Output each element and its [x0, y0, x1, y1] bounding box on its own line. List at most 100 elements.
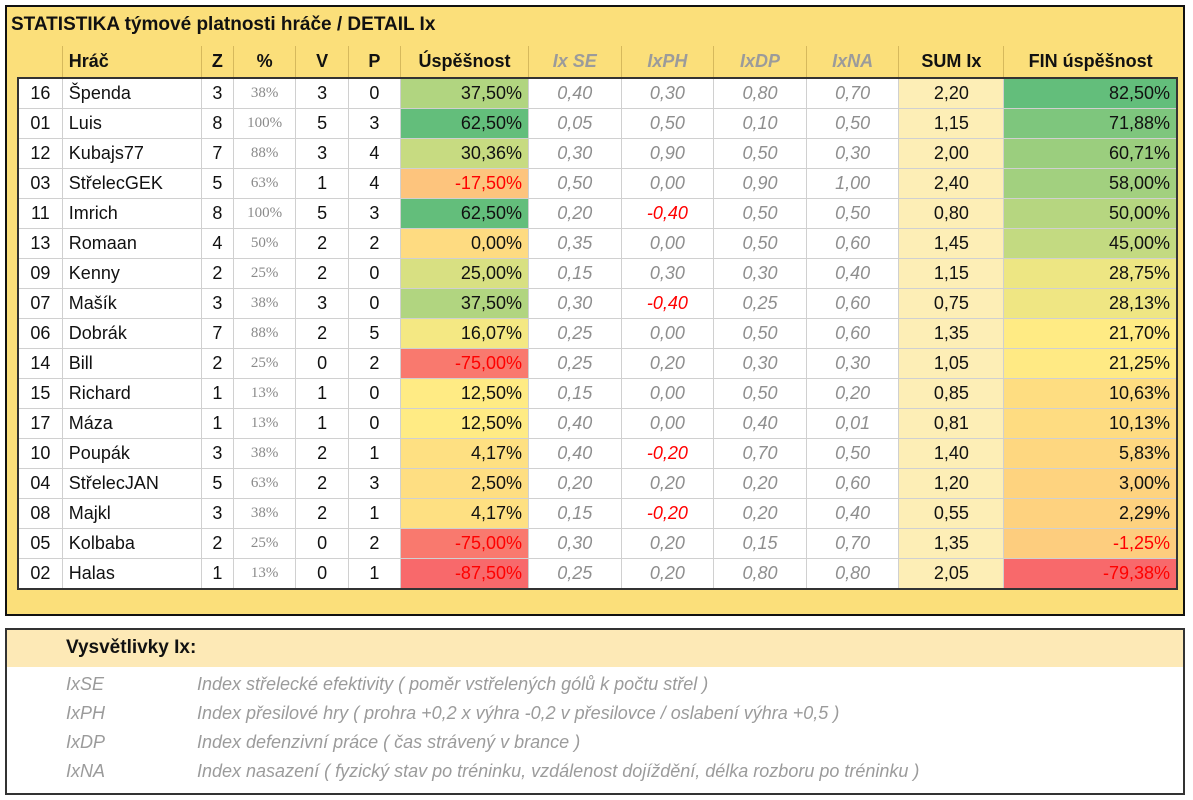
cell-player[interactable]: Majkl	[61, 498, 202, 529]
cell-success[interactable]: 4,17%	[400, 498, 529, 529]
cell-fin-success[interactable]: 21,70%	[1003, 318, 1178, 349]
table-row[interactable]: 15 Richard 1 13% 1 0 12,50% 0,15 0,00 0,50 0,20 0,8…	[17, 378, 1178, 409]
cell-player[interactable]: Romaan	[61, 228, 202, 259]
cell-ixdp[interactable]: 0,20	[713, 468, 807, 499]
cell-p[interactable]: 2	[347, 528, 402, 559]
cell-ixdp[interactable]: 0,50	[713, 318, 807, 349]
cell-success[interactable]: 25,00%	[400, 258, 529, 289]
cell-z[interactable]: 4	[200, 228, 234, 259]
cell-z[interactable]: 3	[200, 498, 234, 529]
cell-ixna[interactable]: 0,01	[805, 408, 900, 439]
cell-v[interactable]: 0	[295, 348, 349, 379]
cell-sum-ix[interactable]: 1,20	[898, 468, 1005, 499]
cell-player[interactable]: Máza	[61, 408, 202, 439]
cell-fin-success[interactable]: 28,13%	[1003, 288, 1178, 319]
table-row[interactable]: 16 Špenda 3 38% 3 0 37,50% 0,40 0,30 0,80 0,70 2,20…	[17, 77, 1178, 109]
cell-ixna[interactable]: 0,60	[805, 318, 900, 349]
cell-percent[interactable]: 38%	[232, 438, 297, 469]
cell-ixph[interactable]: -0,20	[620, 498, 715, 529]
cell-percent[interactable]: 13%	[232, 408, 297, 439]
cell-ixse[interactable]: 0,30	[527, 528, 622, 559]
cell-ixph[interactable]: 0,00	[620, 408, 715, 439]
cell-fin-success[interactable]: 2,29%	[1003, 498, 1178, 529]
cell-ixph[interactable]: 0,50	[620, 108, 715, 139]
cell-ixph[interactable]: 0,00	[620, 378, 715, 409]
cell-p[interactable]: 0	[347, 378, 402, 409]
cell-fin-success[interactable]: -79,38%	[1003, 558, 1178, 590]
cell-ixph[interactable]: 0,20	[620, 348, 715, 379]
cell-ixse[interactable]: 0,30	[527, 288, 622, 319]
cell-fin-success[interactable]: 60,71%	[1003, 138, 1178, 169]
col-header-v[interactable]: V	[295, 46, 349, 78]
col-header-p[interactable]: P	[347, 46, 401, 78]
cell-success[interactable]: 62,50%	[400, 198, 529, 229]
cell-player[interactable]: Kenny	[61, 258, 202, 289]
col-header-ixna[interactable]: IxNA	[805, 46, 899, 78]
cell-fin-success[interactable]: 5,83%	[1003, 438, 1178, 469]
cell-player[interactable]: Bill	[61, 348, 202, 379]
cell-ixph[interactable]: 0,20	[620, 558, 715, 590]
cell-v[interactable]: 1	[295, 168, 349, 199]
cell-ixna[interactable]: 0,80	[805, 558, 900, 590]
cell-success[interactable]: 0,00%	[400, 228, 529, 259]
cell-ixse[interactable]: 0,40	[527, 77, 622, 109]
cell-ixse[interactable]: 0,35	[527, 228, 622, 259]
col-header-fin-success[interactable]: FIN úspěšnost	[1003, 46, 1177, 78]
col-header-ixse[interactable]: Ix SE	[527, 46, 622, 78]
cell-p[interactable]: 1	[347, 558, 402, 590]
cell-z[interactable]: 1	[200, 558, 234, 590]
cell-v[interactable]: 5	[295, 108, 349, 139]
cell-z[interactable]: 7	[200, 318, 234, 349]
cell-ixdp[interactable]: 0,15	[713, 528, 807, 559]
cell-v[interactable]: 2	[295, 438, 349, 469]
cell-sum-ix[interactable]: 1,35	[898, 318, 1005, 349]
cell-p[interactable]: 0	[347, 258, 402, 289]
cell-p[interactable]: 0	[347, 408, 402, 439]
cell-z[interactable]: 5	[200, 468, 234, 499]
cell-number[interactable]: 11	[17, 198, 63, 229]
cell-v[interactable]: 1	[295, 408, 349, 439]
cell-v[interactable]: 3	[295, 138, 349, 169]
cell-ixph[interactable]: 0,00	[620, 228, 715, 259]
cell-percent[interactable]: 38%	[232, 498, 297, 529]
cell-ixdp[interactable]: 0,50	[713, 378, 807, 409]
cell-fin-success[interactable]: 71,88%	[1003, 108, 1178, 139]
cell-z[interactable]: 3	[200, 438, 234, 469]
cell-sum-ix[interactable]: 0,75	[898, 288, 1005, 319]
cell-sum-ix[interactable]: 0,55	[898, 498, 1005, 529]
cell-number[interactable]: 14	[17, 348, 63, 379]
cell-ixse[interactable]: 0,25	[527, 318, 622, 349]
cell-sum-ix[interactable]: 1,15	[898, 108, 1005, 139]
cell-ixdp[interactable]: 0,10	[713, 108, 807, 139]
cell-p[interactable]: 4	[347, 168, 402, 199]
cell-sum-ix[interactable]: 1,40	[898, 438, 1005, 469]
cell-success[interactable]: -75,00%	[400, 528, 529, 559]
cell-ixna[interactable]: 1,00	[805, 168, 900, 199]
col-header-success[interactable]: Úspěšnost	[400, 46, 529, 78]
cell-sum-ix[interactable]: 0,81	[898, 408, 1005, 439]
cell-ixph[interactable]: 0,00	[620, 318, 715, 349]
cell-sum-ix[interactable]: 2,05	[898, 558, 1005, 590]
col-header-number[interactable]	[18, 46, 62, 78]
cell-ixna[interactable]: 0,50	[805, 198, 900, 229]
cell-fin-success[interactable]: -1,25%	[1003, 528, 1178, 559]
cell-number[interactable]: 06	[17, 318, 63, 349]
cell-ixph[interactable]: 0,90	[620, 138, 715, 169]
cell-player[interactable]: Mašík	[61, 288, 202, 319]
cell-ixna[interactable]: 0,70	[805, 77, 900, 109]
cell-percent[interactable]: 100%	[232, 108, 297, 139]
table-row[interactable]: 01 Luis 8 100% 5 3 62,50% 0,05 0,50 0,10 0,50 1,15 7…	[17, 108, 1178, 139]
cell-player[interactable]: Kolbaba	[61, 528, 202, 559]
cell-p[interactable]: 3	[347, 198, 402, 229]
cell-number[interactable]: 07	[17, 288, 63, 319]
cell-ixdp[interactable]: 0,50	[713, 198, 807, 229]
cell-success[interactable]: 12,50%	[400, 408, 529, 439]
cell-ixna[interactable]: 0,30	[805, 348, 900, 379]
cell-ixse[interactable]: 0,40	[527, 438, 622, 469]
cell-ixdp[interactable]: 0,30	[713, 348, 807, 379]
table-row[interactable]: 13 Romaan 4 50% 2 2 0,00% 0,35 0,00 0,50 0,60 1,45 4…	[17, 228, 1178, 259]
cell-percent[interactable]: 38%	[232, 288, 297, 319]
cell-v[interactable]: 2	[295, 468, 349, 499]
cell-player[interactable]: Imrich	[61, 198, 202, 229]
cell-ixdp[interactable]: 0,70	[713, 438, 807, 469]
